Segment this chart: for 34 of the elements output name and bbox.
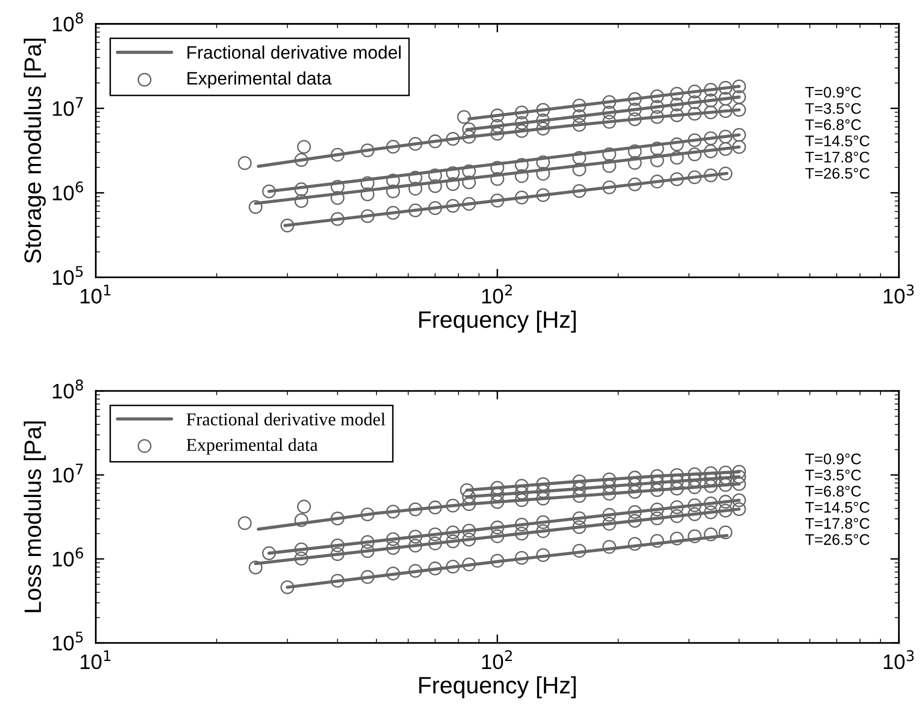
y-axis-title: Storage modulus [Pa] [24,38,46,264]
legend-label: Fractional derivative model [186,412,386,426]
y-tick-label: 10$^{8}$ [52,12,83,32]
y-tick-label: 10$^{7}$ [52,464,83,483]
x-tick-label: 10$^{2}$ [482,284,512,304]
x-tick-label: 10$^{1}$ [80,284,110,304]
y-axis-title: Loss modulus [Pa] [24,421,46,612]
y-tick-label: 10$^{5}$ [52,632,83,651]
y-tick-label: 10$^{8}$ [52,380,83,399]
annotation: T=6.8°C [805,119,861,130]
y-tick-label: 10$^{5}$ [52,266,83,285]
annotation: T=3.5°C [805,103,861,114]
y-tick-label: 10$^{6}$ [52,548,84,567]
annotation: T=6.8°C [805,486,861,497]
annotation: T=0.9°C [805,454,861,464]
x-tick-label: 10$^{3}$ [884,284,914,304]
annotation: T=17.8°C [805,152,870,163]
annotation: T=3.5°C [805,470,861,480]
annotation: T=26.5°C [805,534,870,545]
y-tick-label: 10$^{7}$ [52,97,83,116]
annotation: T=14.5°C [805,136,870,146]
legend-label: Fractional derivative model [188,46,401,59]
x-axis-title: Frequency [Hz] [419,310,576,333]
x-axis-title: Frequency [Hz] [419,676,576,698]
annotation: T=14.5°C [805,502,870,513]
annotation: T=0.9°C [805,86,861,98]
annotation: T=26.5°C [805,168,870,179]
legend-label: Experimental data [188,71,332,88]
legend-label: Experimental data [186,438,318,455]
y-tick-label: 10$^{6}$ [52,181,84,200]
annotation: T=17.8°C [805,518,870,529]
x-tick-label: 10$^{2}$ [482,650,512,670]
x-tick-label: 10$^{3}$ [884,650,914,670]
x-tick-label: 10$^{1}$ [80,650,110,670]
